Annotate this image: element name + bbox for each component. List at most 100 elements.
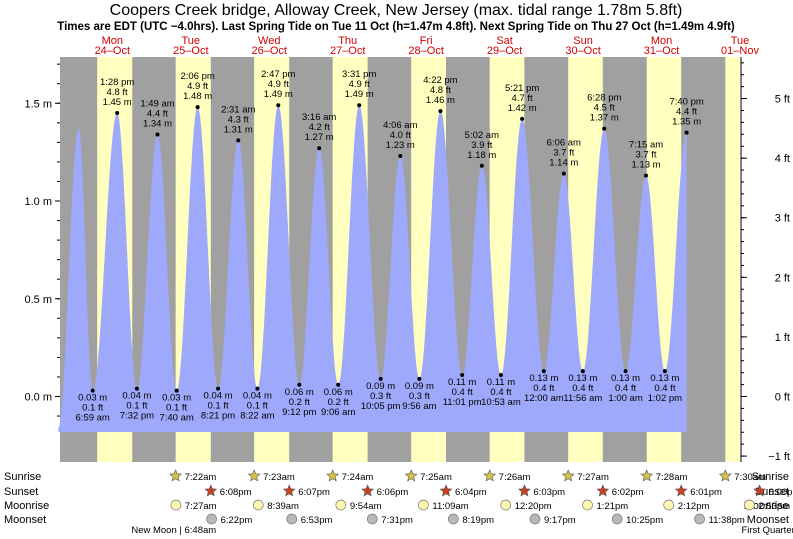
- tide-point: [115, 111, 120, 116]
- day-date: 28–Oct: [408, 45, 443, 57]
- low-tide-label: 0.4 ft: [452, 387, 473, 398]
- tide-point: [155, 132, 160, 137]
- sunset-icon: [517, 484, 531, 497]
- high-tide-label: 1.45 m: [103, 97, 132, 108]
- moon-phase-label: New Moon | 6:48am: [131, 525, 216, 536]
- tide-point: [317, 146, 322, 151]
- high-tide-label: 1.14 m: [549, 158, 578, 169]
- sunset-icon: [753, 484, 767, 497]
- tide-point: [438, 109, 443, 114]
- row-label-left: Moonrise: [4, 500, 49, 512]
- high-tide-label: 4.8 ft: [107, 87, 128, 98]
- left-tick-label: 0.5 m: [24, 294, 52, 306]
- low-tide-label: 10:53 am: [481, 397, 521, 408]
- high-tide-label: 5:21 pm: [505, 83, 539, 94]
- sunset-time: 6:07pm: [298, 487, 330, 498]
- tide-point: [644, 173, 649, 178]
- moonset-time: 10:25pm: [626, 515, 663, 526]
- tide-point: [460, 372, 465, 377]
- tide-point: [297, 382, 302, 387]
- low-tide-label: 0.11 m: [448, 377, 476, 388]
- moonrise-time: 2:53pm: [758, 501, 790, 512]
- low-tide-label: 0.4 ft: [615, 383, 636, 394]
- low-tide-label: 0.13 m: [529, 373, 558, 384]
- tide-point: [357, 103, 362, 108]
- high-tide-label: 1.48 m: [183, 91, 212, 102]
- tide-point: [195, 105, 200, 110]
- low-tide-label: 1:02 pm: [648, 393, 682, 404]
- row-label-right: Sunrise: [752, 471, 789, 483]
- daylight-band: [725, 57, 740, 462]
- high-tide-label: 4.2 ft: [309, 122, 330, 133]
- sunset-time: 6:03pm: [533, 487, 565, 498]
- high-tide-label: 4.9 ft: [187, 81, 208, 92]
- low-tide-label: 8:21 pm: [201, 411, 235, 422]
- high-tide-label: 4.0 ft: [390, 130, 411, 141]
- low-tide-label: 0.11 m: [487, 377, 515, 388]
- sunrise-time: 7:24am: [342, 472, 374, 483]
- moonset-time: 6:53pm: [301, 515, 333, 526]
- right-tick-label: 0 ft: [775, 392, 790, 404]
- high-tide-label: 1.31 m: [224, 124, 253, 135]
- sunset-icon: [674, 484, 688, 497]
- low-tide-label: 9:56 am: [402, 401, 436, 412]
- sunrise-icon: [718, 469, 732, 482]
- sunset-icon: [204, 484, 218, 497]
- high-tide-label: 3:16 am: [302, 112, 336, 123]
- moonset-icon: [694, 513, 705, 525]
- low-tide-label: 0.04 m: [243, 391, 272, 402]
- high-tide-label: 1:28 pm: [100, 77, 134, 88]
- high-tide-label: 2:47 pm: [261, 69, 295, 80]
- right-tick-label: −1 ft: [768, 451, 790, 463]
- high-tide-label: 1.49 m: [345, 89, 374, 100]
- high-tide-label: 6:28 pm: [587, 93, 621, 104]
- high-tide-label: 1.23 m: [386, 140, 415, 151]
- tide-point: [541, 369, 546, 374]
- tide-point: [498, 372, 503, 377]
- high-tide-label: 1.46 m: [426, 95, 455, 106]
- day-labels: Mon24–OctTue25–OctWed26–OctThu27–OctFri2…: [95, 35, 760, 57]
- moonrise-time: 1:21pm: [596, 501, 628, 512]
- sunset-time: 6:01pm: [690, 487, 722, 498]
- sunrise-time: 7:23am: [263, 472, 295, 483]
- right-tick-label: 5 ft: [775, 94, 790, 106]
- high-tide-label: 4.7 ft: [512, 93, 533, 104]
- chart-subtitle: Times are EDT (UTC −4.0hrs). Last Spring…: [57, 21, 735, 33]
- high-tide-label: 4:06 am: [383, 120, 417, 131]
- day-date: 24–Oct: [95, 45, 130, 57]
- tide-point: [174, 388, 179, 393]
- tide-point: [378, 376, 383, 381]
- high-tide-label: 7:15 am: [629, 140, 663, 151]
- low-tide-label: 12:00 am: [524, 393, 564, 404]
- high-tide-label: 4.8 ft: [430, 85, 451, 96]
- high-tide-label: 1.42 m: [508, 103, 537, 114]
- high-tide-label: 2:31 am: [221, 104, 255, 115]
- moonrise-icon: [663, 499, 675, 511]
- axes: 0.0 m 0.5 m 1.0 m 1.5 m −1 ft 0 ft 1 ft 2 ft 3 f…: [24, 57, 790, 463]
- day-name: Tue: [181, 35, 200, 47]
- low-tide-label: 11:56 am: [563, 393, 602, 404]
- day-date: 25–Oct: [173, 45, 208, 57]
- high-tide-label: 1:49 am: [140, 99, 174, 110]
- high-tide-label: 1.13 m: [631, 160, 660, 171]
- moonset-icon: [611, 513, 623, 525]
- low-tide-label: 0.06 m: [285, 387, 314, 398]
- sunrise-time: 7:28am: [656, 472, 688, 483]
- sunset-icon: [282, 484, 296, 497]
- day-name: Mon: [102, 35, 123, 47]
- low-tide-label: 0.1 ft: [82, 403, 103, 414]
- day-name: Tue: [731, 35, 750, 47]
- low-tide-label: 7:40 am: [159, 413, 193, 424]
- moonrise-time: 11:09am: [432, 501, 468, 512]
- moonset-icon: [366, 513, 378, 525]
- high-tide-label: 3.7 ft: [635, 150, 656, 161]
- high-tide-label: 4.9 ft: [268, 79, 289, 90]
- tide-point: [520, 116, 525, 121]
- tide-curve: [58, 105, 687, 432]
- moonset-icon: [448, 513, 459, 525]
- high-tide-label: 1.37 m: [590, 113, 619, 124]
- sunset-time: 6:06pm: [377, 487, 409, 498]
- sunset-icon: [361, 484, 375, 497]
